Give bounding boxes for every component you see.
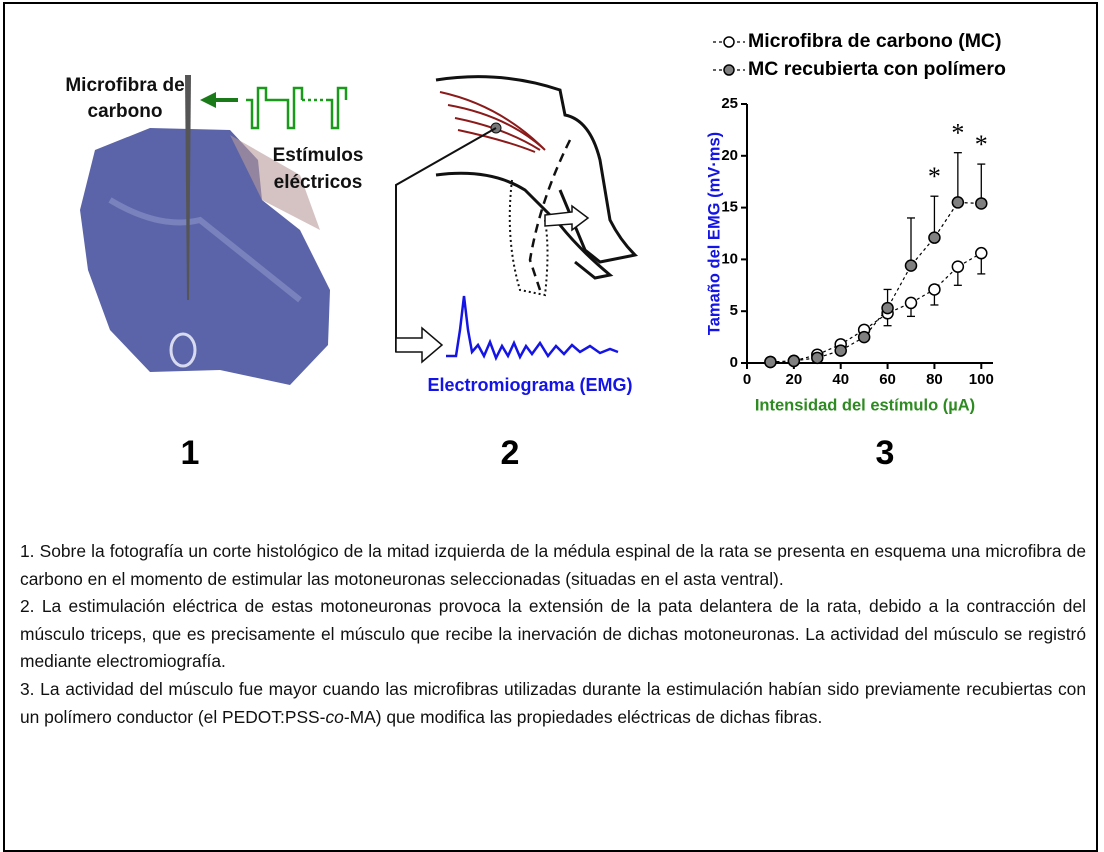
panel-number: 1	[181, 434, 200, 472]
emg-trace	[446, 296, 618, 358]
legend-label: MC recubierta con polímero	[748, 58, 1006, 80]
data-point	[952, 197, 963, 208]
panel-number: 2	[501, 434, 520, 472]
data-point	[929, 284, 940, 295]
x-tick-label: 20	[786, 371, 803, 388]
x-tick-label: 0	[743, 371, 751, 388]
data-point	[976, 198, 987, 209]
significance-mark: *	[975, 130, 988, 159]
y-tick-label: 15	[721, 199, 738, 216]
emg-lead	[396, 128, 496, 352]
limb-start	[510, 180, 548, 295]
x-axis-label: Intensidad del estímulo (µA)	[755, 396, 975, 414]
stimulus-label: eléctricos	[274, 172, 363, 193]
legend-marker	[724, 65, 734, 75]
caption-paragraph: 2. La estimulación eléctrica de estas mo…	[20, 593, 1086, 676]
data-point	[929, 232, 940, 243]
pulse-train-end	[328, 88, 346, 128]
data-point	[882, 303, 893, 314]
caption-paragraph: 1. Sobre la fotografía un corte histológ…	[20, 538, 1086, 593]
emg-arrow	[396, 328, 442, 362]
page: Microfibra de carbono Estímulos eléctric…	[0, 0, 1104, 843]
y-tick-label: 10	[721, 250, 738, 267]
series-line	[770, 202, 981, 362]
caption-text: 2. La estimulación eléctrica de estas mo…	[20, 596, 1086, 671]
chart: 0 5 10 15 20 25 0 20 40 60 80 100 Intensidad del est…	[705, 30, 1006, 414]
triceps-muscle	[440, 92, 545, 152]
series-line	[770, 253, 981, 362]
tissue-section	[80, 128, 330, 385]
caption-paragraph: 3. La actividad del músculo fue mayor cu…	[20, 676, 1086, 731]
x-tick-label: 60	[879, 371, 896, 388]
emg-label: Electromiograma (EMG)	[427, 375, 632, 395]
y-tick-label: 5	[730, 302, 738, 319]
data-point	[765, 356, 776, 367]
panel-number: 3	[876, 434, 895, 472]
data-point	[788, 355, 799, 366]
significance-mark: *	[951, 119, 964, 148]
caption-text: 1. Sobre la fotografía un corte histológ…	[20, 541, 1086, 589]
data-point	[976, 248, 987, 259]
stimulus-arrow-head	[200, 92, 216, 108]
forelimb-outline	[436, 77, 635, 278]
fiber-label: Microfibra de	[65, 75, 184, 96]
data-point	[859, 332, 870, 343]
y-tick-label: 0	[730, 354, 738, 371]
x-tick-label: 80	[926, 371, 943, 388]
movement-arrow	[545, 206, 588, 230]
x-tick-label: 40	[832, 371, 849, 388]
pulse-train	[246, 88, 302, 128]
y-tick-label: 20	[721, 147, 738, 164]
significance-mark: *	[928, 162, 941, 191]
x-tick-label: 100	[969, 371, 994, 388]
data-point	[906, 297, 917, 308]
legend-label: Microfibra de carbono (MC)	[748, 30, 1002, 52]
data-point	[952, 261, 963, 272]
caption-text: -MA) que modifica las propiedades eléctr…	[344, 707, 822, 727]
fiber-label: carbono	[88, 101, 163, 122]
y-tick-label: 25	[721, 95, 738, 112]
data-point	[835, 345, 846, 356]
data-point	[812, 352, 823, 363]
data-point	[906, 260, 917, 271]
caption-text: co	[325, 707, 343, 727]
stimulus-label: Estímulos	[273, 145, 364, 166]
legend-marker	[724, 37, 734, 47]
y-axis-label: Tamaño del EMG (mV·ms)	[705, 132, 723, 335]
figure: Microfibra de carbono Estímulos eléctric…	[0, 0, 1104, 520]
caption: 1. Sobre la fotografía un corte histológ…	[20, 538, 1086, 731]
